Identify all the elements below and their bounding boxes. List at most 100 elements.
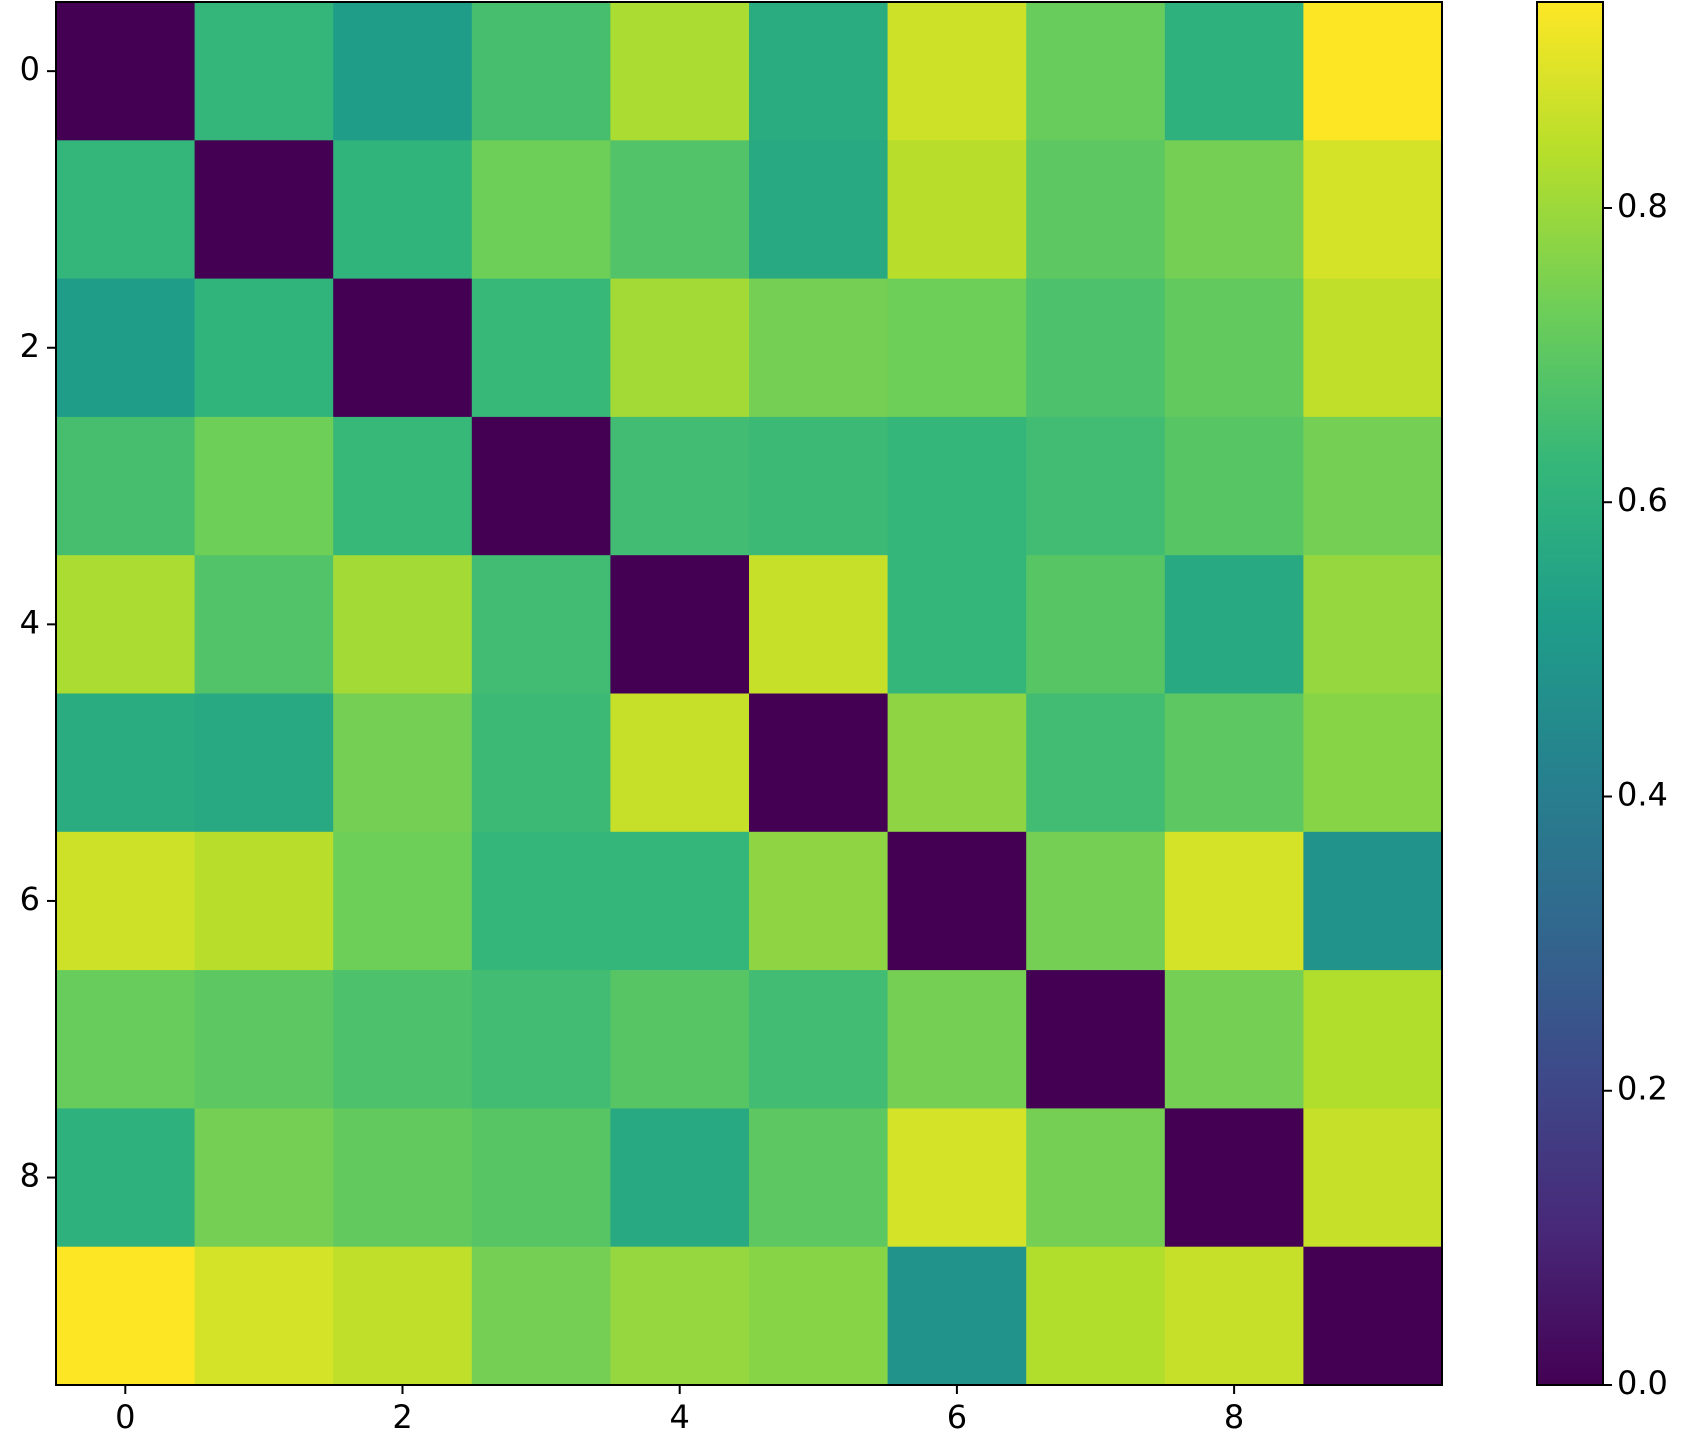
heatmap-cell <box>333 1108 473 1248</box>
heatmap-cell <box>1164 555 1304 694</box>
heatmap-cell <box>1164 2 1304 141</box>
heatmap-cell <box>1026 555 1166 694</box>
colorbar <box>1536 1 1604 1386</box>
heatmap-cell <box>333 416 473 556</box>
heatmap-cell <box>1164 693 1304 833</box>
heatmap-cell <box>1026 970 1166 1109</box>
x-tick-label: 4 <box>670 1398 690 1436</box>
heatmap-cell <box>194 140 334 280</box>
heatmap-cell <box>1303 140 1443 280</box>
heatmap-cell <box>194 970 334 1109</box>
colorbar-tick-label: 0.4 <box>1617 775 1668 813</box>
heatmap-cell <box>749 2 889 141</box>
y-tick-label: 2 <box>20 327 40 365</box>
heatmap-cell <box>1164 831 1304 971</box>
heatmap-cell <box>194 831 334 971</box>
heatmap-cell <box>56 831 196 971</box>
heatmap-cell <box>194 1246 334 1386</box>
heatmap-cell <box>887 278 1027 418</box>
heatmap-cell <box>333 278 473 418</box>
heatmap-cell <box>1164 140 1304 280</box>
x-tick-label: 0 <box>115 1398 135 1436</box>
heatmap-cell <box>749 1246 889 1386</box>
heatmap-cell <box>1303 1108 1443 1248</box>
heatmap-cell <box>749 693 889 833</box>
heatmap-cell <box>194 278 334 418</box>
heatmap-cell <box>56 416 196 556</box>
heatmap-cell <box>56 970 196 1109</box>
heatmap-cell <box>471 555 611 694</box>
heatmap-cell <box>610 555 750 694</box>
colorbar-tick-label: 0.8 <box>1617 187 1668 225</box>
heatmap-cell <box>1303 555 1443 694</box>
heatmap-cell <box>56 140 196 280</box>
heatmap-cell <box>1303 1246 1443 1386</box>
x-tick-label: 6 <box>947 1398 967 1436</box>
heatmap-cell <box>194 1108 334 1248</box>
heatmap-cell <box>1303 831 1443 971</box>
heatmap-cell <box>471 831 611 971</box>
heatmap-cell <box>194 416 334 556</box>
heatmap-cell <box>610 140 750 280</box>
y-tick-label: 6 <box>20 880 40 918</box>
heatmap-cell <box>1026 416 1166 556</box>
heatmap-cell <box>56 1246 196 1386</box>
heatmap-cell <box>1026 278 1166 418</box>
heatmap-cell <box>333 2 473 141</box>
heatmap-cell <box>610 970 750 1109</box>
heatmap-cell <box>471 693 611 833</box>
plot-frame <box>55 1 1443 1386</box>
heatmap-cell <box>1026 831 1166 971</box>
heatmap-cell <box>194 2 334 141</box>
heatmap-cell <box>333 693 473 833</box>
heatmap-cell <box>471 970 611 1109</box>
heatmap-cell <box>471 2 611 141</box>
heatmap-cell <box>610 278 750 418</box>
x-tick-label: 8 <box>1224 1398 1244 1436</box>
heatmap-cell <box>333 140 473 280</box>
heatmap-cell <box>471 416 611 556</box>
colorbar-tick-label: 0.6 <box>1617 481 1668 519</box>
heatmap-cell <box>1164 416 1304 556</box>
heatmap-cell <box>1164 970 1304 1109</box>
colorbar-tick-label: 0.0 <box>1617 1364 1668 1402</box>
heatmap-cell <box>194 555 334 694</box>
heatmap-cell <box>1026 1108 1166 1248</box>
heatmap-cell <box>749 416 889 556</box>
colorbar-tick-label: 0.2 <box>1617 1070 1668 1108</box>
heatmap-cell <box>1164 1246 1304 1386</box>
heatmap-cell <box>749 831 889 971</box>
heatmap-cell <box>749 140 889 280</box>
heatmap-cell <box>610 2 750 141</box>
heatmap-cell <box>749 278 889 418</box>
heatmap-cell <box>56 555 196 694</box>
heatmap-cell <box>1303 416 1443 556</box>
heatmap-cell <box>887 555 1027 694</box>
heatmap-cell <box>887 1246 1027 1386</box>
heatmap-cell <box>471 278 611 418</box>
x-tick-label: 2 <box>392 1398 412 1436</box>
heatmap-cell <box>1303 693 1443 833</box>
heatmap-cell <box>1026 140 1166 280</box>
heatmap-cell <box>749 555 889 694</box>
heatmap-cell <box>333 970 473 1109</box>
heatmap-cell <box>887 970 1027 1109</box>
heatmap-cell <box>471 1108 611 1248</box>
heatmap-cell <box>333 555 473 694</box>
heatmap-cell <box>333 831 473 971</box>
heatmap-cell <box>1026 1246 1166 1386</box>
heatmap-cell <box>1303 2 1443 141</box>
heatmap-cell <box>610 1246 750 1386</box>
heatmap-cell <box>1164 278 1304 418</box>
heatmap-cell <box>887 831 1027 971</box>
heatmap-cell <box>1164 1108 1304 1248</box>
heatmap-cell <box>610 1108 750 1248</box>
y-tick-label: 8 <box>20 1157 40 1195</box>
heatmap-cell <box>333 1246 473 1386</box>
heatmap-cell <box>56 278 196 418</box>
heatmap-cell <box>887 1108 1027 1248</box>
heatmap-cell <box>887 693 1027 833</box>
heatmap-cell <box>610 831 750 971</box>
heatmap-cell <box>1026 2 1166 141</box>
heatmap-cell <box>1303 970 1443 1109</box>
